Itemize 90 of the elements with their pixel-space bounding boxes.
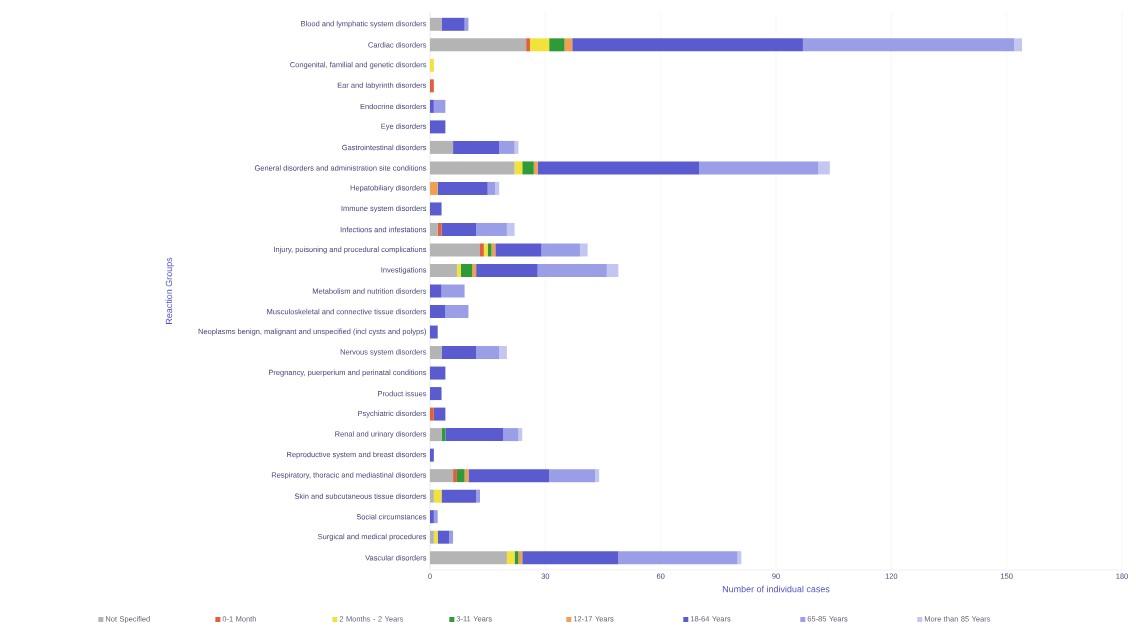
bar [430,448,434,462]
bar [430,58,434,72]
bar [441,222,477,236]
bar [430,366,446,380]
bar [518,428,523,442]
bar [479,243,484,257]
bar [483,243,488,257]
bar [595,469,600,483]
bar [522,161,534,175]
bar [430,38,527,52]
bar [430,140,454,154]
bar [533,161,538,175]
bar [503,428,519,442]
bar [514,161,523,175]
x-axis-title: Number of individual cases [722,585,830,593]
bar [430,99,434,113]
bar [437,181,488,195]
bar [499,140,515,154]
bar [430,222,438,236]
bar [430,489,434,503]
bar [430,407,434,421]
bar [445,305,469,319]
bar [460,263,473,277]
bar [472,263,477,277]
bar [476,346,500,360]
bar [456,469,465,483]
y-axis-title: Reaction Groups [165,257,174,324]
bar [430,263,457,277]
bar [537,263,607,277]
bar [437,530,450,544]
bar [433,489,442,503]
bar [430,161,515,175]
bar [537,161,700,175]
bar [430,551,507,565]
bar [518,551,523,565]
bar [430,346,442,360]
bar [430,79,434,93]
bar [437,222,442,236]
bar [572,38,803,52]
bar [549,38,565,52]
bar [541,243,580,257]
bar [430,17,442,31]
bar [453,469,457,483]
bar [430,284,442,298]
bar [430,202,442,216]
bar [529,38,550,52]
bar [441,489,477,503]
bar [445,428,504,442]
bar [818,161,830,175]
bar [430,181,438,195]
bar [476,222,507,236]
bar [487,181,496,195]
bar [468,469,550,483]
bar [430,530,434,544]
bar [441,17,465,31]
bar [430,325,438,339]
bar [606,263,619,277]
bar [430,243,480,257]
bar [449,530,454,544]
bar [433,407,446,421]
bar [1014,38,1023,52]
bar [699,161,819,175]
bar [487,243,492,257]
bar [430,305,446,319]
bar [506,551,515,565]
bar [476,263,538,277]
bar [495,243,542,257]
bar [430,387,442,401]
bar [522,551,619,565]
bar [430,510,434,524]
bar [476,489,480,503]
bar [433,99,446,113]
bar [549,469,596,483]
bar [430,428,442,442]
bar [441,284,465,298]
bar [526,38,530,52]
bar [802,38,1015,52]
bar [564,38,573,52]
bar [506,222,515,236]
bar [433,530,438,544]
bar [579,243,588,257]
bar [453,140,500,154]
bar [495,181,500,195]
bar [430,120,446,134]
bar [618,551,738,565]
bar [433,510,438,524]
bar [441,346,477,360]
bar [430,469,454,483]
bar [499,346,507,360]
bar [456,263,461,277]
